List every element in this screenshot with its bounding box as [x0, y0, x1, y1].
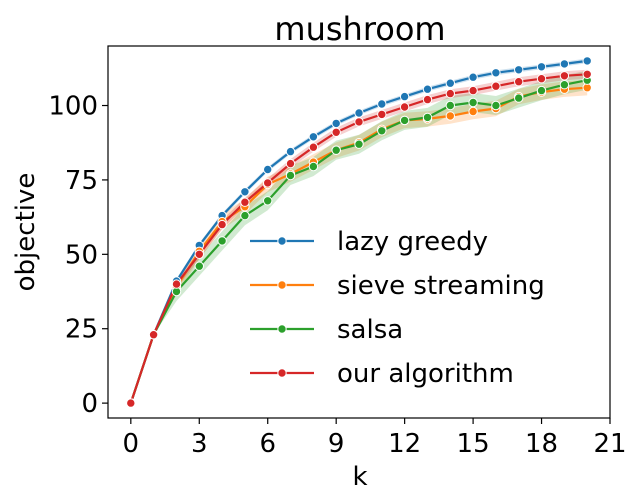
point-3-5	[240, 197, 250, 207]
point-0-10	[354, 108, 364, 118]
point-3-17	[514, 77, 524, 87]
point-3-3	[194, 249, 205, 260]
point-2-10	[354, 139, 364, 149]
point-0-16	[491, 68, 501, 78]
point-3-14	[445, 88, 455, 99]
point-3-0	[126, 398, 136, 408]
legend-label-0: lazy greedy	[337, 227, 488, 257]
point-0-15	[468, 72, 478, 82]
point-3-2	[171, 279, 182, 289]
point-3-11	[377, 109, 387, 120]
point-1-15	[468, 106, 478, 117]
legend-marker-2	[277, 324, 287, 334]
x-axis-label: k	[352, 462, 367, 492]
point-0-5	[240, 187, 250, 197]
point-3-18	[536, 74, 547, 84]
y-tick-label-3: 75	[65, 166, 98, 196]
y-tick-label-0: 0	[81, 389, 98, 419]
point-2-15	[468, 97, 478, 108]
point-3-16	[491, 81, 501, 91]
point-2-5	[240, 210, 250, 221]
point-3-12	[399, 102, 410, 112]
legend-marker-3	[277, 368, 287, 378]
point-1-14	[445, 111, 455, 121]
x-tick-label-7: 21	[593, 429, 626, 459]
point-0-19	[559, 59, 570, 69]
point-2-4	[217, 236, 227, 246]
point-2-11	[377, 126, 387, 136]
point-0-17	[514, 65, 524, 75]
legend-label-2: salsa	[337, 315, 403, 345]
point-3-10	[354, 117, 364, 127]
point-0-18	[536, 62, 547, 72]
point-2-3	[194, 261, 205, 271]
point-0-20	[582, 56, 592, 66]
y-axis-label: objective	[11, 173, 41, 292]
point-2-14	[445, 100, 455, 111]
y-tick-label-4: 100	[48, 92, 98, 122]
chart-title: mushroom	[274, 10, 445, 48]
y-tick-label-1: 25	[65, 315, 98, 345]
point-3-1	[148, 330, 159, 340]
point-2-18	[536, 85, 547, 96]
x-tick-label-3: 9	[328, 429, 345, 459]
point-2-13	[422, 112, 433, 123]
point-3-7	[285, 158, 296, 169]
x-tick-label-5: 15	[457, 429, 490, 459]
point-2-7	[285, 170, 296, 181]
y-tick-label-2: 50	[65, 240, 98, 270]
point-0-14	[445, 78, 455, 88]
legend-marker-0	[277, 236, 287, 246]
x-axis-ticks: 0 3 6 9 12 15 18 21	[123, 418, 627, 459]
series-markers	[126, 56, 592, 408]
x-tick-label-6: 18	[525, 429, 558, 459]
point-0-13	[422, 84, 433, 94]
point-0-12	[399, 91, 410, 102]
legend-label-3: our algorithm	[337, 359, 514, 389]
x-tick-label-2: 6	[259, 429, 276, 459]
point-2-12	[399, 115, 410, 126]
x-tick-label-4: 12	[388, 429, 421, 459]
y-axis-ticks: 0 25 50 75 100	[48, 92, 108, 419]
point-0-11	[377, 99, 387, 109]
point-2-6	[263, 196, 273, 206]
point-0-9	[331, 118, 341, 129]
point-3-13	[422, 94, 433, 105]
point-3-6	[263, 178, 273, 188]
point-3-15	[468, 85, 478, 96]
legend-marker-1	[277, 280, 287, 290]
legend-label-1: sieve streaming	[337, 271, 545, 301]
point-2-16	[491, 100, 501, 111]
legend: lazy greedy sieve streaming salsa our algor…	[250, 227, 545, 389]
point-0-6	[263, 164, 273, 175]
point-3-9	[331, 127, 341, 138]
point-3-19	[559, 71, 570, 81]
point-2-17	[514, 93, 524, 103]
x-tick-label-1: 3	[191, 429, 208, 459]
x-tick-label-0: 0	[123, 429, 140, 459]
point-0-8	[308, 132, 319, 142]
point-2-9	[331, 145, 341, 155]
point-2-19	[559, 80, 570, 90]
point-3-4	[217, 219, 227, 230]
point-0-7	[285, 146, 296, 157]
point-2-8	[308, 161, 319, 172]
point-3-20	[582, 69, 592, 80]
point-3-8	[308, 142, 319, 152]
plot-frame	[107, 45, 611, 419]
